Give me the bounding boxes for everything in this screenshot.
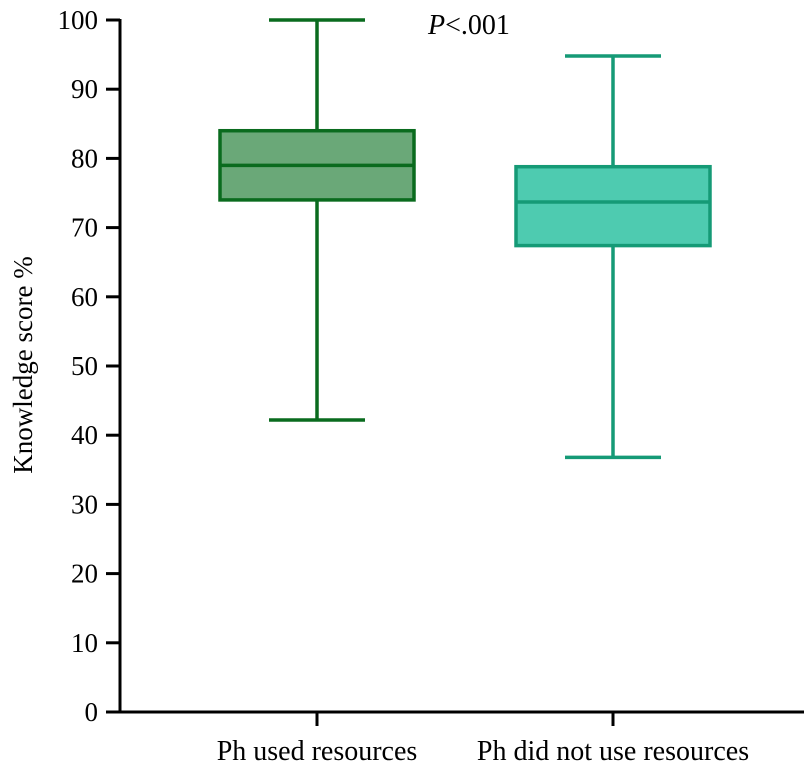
y-tick-label-50: 50	[71, 351, 98, 381]
y-tick-label-60: 60	[71, 282, 98, 312]
y-tick-label-20: 20	[71, 559, 98, 589]
y-axis-title: Knowledge score %	[8, 256, 38, 473]
y-tick-label-10: 10	[71, 628, 98, 658]
box-2	[514, 54, 712, 460]
boxes	[218, 18, 712, 460]
y-tick-label-0: 0	[85, 697, 99, 727]
y-tick-label-90: 90	[71, 74, 98, 104]
p-value-annotation: P<.001	[427, 10, 510, 41]
x-tick-label-1: Ph used resources	[217, 736, 418, 767]
p-value-text: <.001	[445, 10, 510, 41]
box-1	[218, 18, 416, 422]
y-tick-label-40: 40	[71, 420, 98, 450]
iqr-box-2	[514, 164, 712, 248]
y-tick-label-70: 70	[71, 213, 98, 243]
y-tick-label-100: 100	[58, 5, 99, 35]
x-axis: Ph used resources Ph did not use resource…	[118, 710, 804, 767]
y-tick-label-30: 30	[71, 489, 98, 519]
y-tick-label-80: 80	[71, 143, 98, 173]
y-axis: 0 10 20 30 40 50 60 70 80 90 100	[58, 5, 122, 727]
p-value-symbol: P	[427, 10, 445, 41]
x-tick-label-2: Ph did not use resources	[477, 736, 749, 767]
